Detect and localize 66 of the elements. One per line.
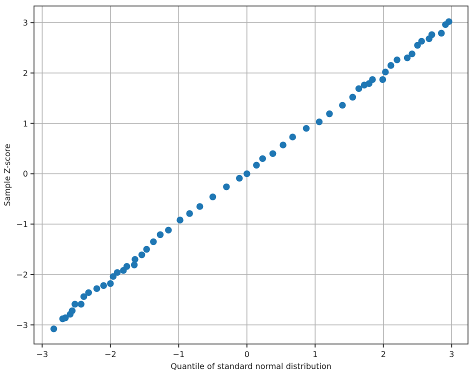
point (165, 226, 172, 234)
point (143, 246, 150, 253)
point (382, 68, 389, 76)
y-tick-label: 1 (22, 119, 28, 128)
y-tick-label: −2 (16, 270, 28, 280)
point (253, 162, 260, 169)
y-tick-label: 0 (22, 170, 28, 179)
point (78, 300, 84, 308)
point (339, 102, 346, 109)
point (349, 94, 356, 101)
x-axis-title: Quantile of standard normal distribution (170, 362, 332, 371)
point (418, 38, 425, 45)
x-tick-label: −1 (172, 350, 185, 359)
point (404, 54, 411, 62)
point (269, 150, 276, 157)
point (62, 314, 69, 322)
x-tick-label: 0 (244, 350, 250, 359)
point (355, 85, 362, 92)
point (107, 280, 114, 287)
point (387, 62, 394, 69)
point (100, 282, 108, 289)
point (289, 134, 296, 140)
point (186, 210, 193, 217)
point (302, 125, 310, 132)
x-tick-label: −3 (36, 350, 48, 359)
point (85, 289, 92, 296)
point (223, 183, 230, 190)
point (379, 76, 386, 83)
point (438, 30, 445, 37)
point (93, 285, 100, 292)
point (280, 142, 286, 148)
y-tick-label: 2 (22, 68, 28, 78)
point (369, 76, 376, 83)
point (150, 238, 157, 246)
point (110, 273, 117, 280)
x-tick-label: 3 (449, 350, 454, 359)
y-tick-label: −3 (16, 320, 28, 330)
point (123, 263, 130, 270)
y-tick-label: 3 (22, 18, 28, 28)
point (68, 307, 76, 314)
x-tick-label: 2 (380, 350, 386, 359)
point (156, 231, 164, 238)
point (50, 325, 58, 332)
point (72, 300, 78, 308)
point (394, 56, 400, 64)
point (445, 18, 452, 26)
point (259, 155, 266, 162)
point (244, 170, 250, 178)
point (326, 110, 333, 118)
point (80, 293, 88, 300)
point (132, 256, 138, 263)
point (414, 42, 421, 49)
y-tick-label: −1 (16, 220, 28, 230)
point (236, 174, 243, 182)
point (428, 31, 436, 38)
point (196, 203, 204, 210)
point (408, 50, 416, 58)
point (138, 251, 146, 258)
point (114, 269, 121, 276)
x-tick-label: 1 (312, 350, 318, 359)
x-tick-label: −2 (104, 350, 116, 359)
point (316, 118, 323, 126)
point (209, 194, 216, 200)
y-axis-title: Sample Z-score (3, 144, 12, 206)
point (130, 262, 138, 268)
point (176, 216, 184, 224)
